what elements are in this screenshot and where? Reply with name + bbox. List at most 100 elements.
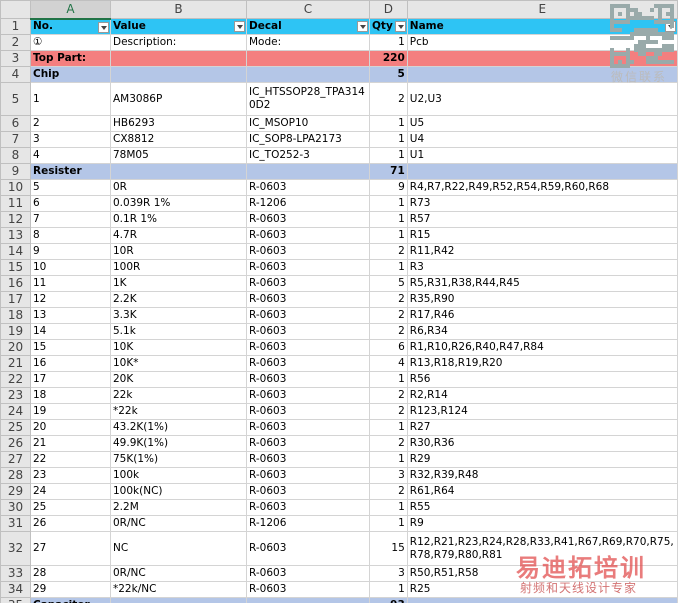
cell: 1 [30,82,111,116]
cell: 1 [369,34,408,51]
qr-module [658,48,662,52]
cell: 26 [30,515,111,532]
cell: 1 [369,211,408,228]
qr-module [630,16,634,20]
cell: Top Part: [30,50,111,67]
filter-button[interactable] [357,21,368,32]
qr-module [666,20,670,24]
sheet-row: 3 Top Part: 220 [0,50,678,67]
cell: Chip [30,66,111,83]
qr-module [626,4,630,8]
cell: 18 [30,387,111,404]
row-number: 17 [0,291,31,308]
cell: 23 [30,467,111,484]
cell: 10 [30,259,111,276]
cell [110,66,247,83]
qr-module [650,56,654,60]
row-number: 15 [0,259,31,276]
sheet-row: 9 Resister 71 [0,163,678,180]
qr-module [614,4,618,8]
cell: 5 [369,275,408,292]
cell: R6,R34 [406,323,678,340]
filter-button[interactable] [234,21,245,32]
cell: R-0603 [246,467,370,484]
cell: R-0603 [246,387,370,404]
cell: 2 [369,82,408,116]
cell: R15 [406,227,678,244]
qr-module [650,40,654,44]
qr-module [610,60,614,64]
qr-module [638,48,642,52]
cell: 0R/NC [110,565,247,582]
cell: 15 [369,531,408,566]
qr-module [634,44,638,48]
qr-module [634,8,638,12]
filter-button[interactable] [98,21,109,33]
sheet-row: 35Capacitor 93 [0,597,678,603]
cell: 0R [110,179,247,196]
filter-button[interactable] [394,21,406,32]
watermark-logo: 易迪拓培训 [516,554,646,582]
qr-module [622,20,626,24]
row-number: 18 [0,307,31,324]
sheet-row: 24 19 *22k R-0603 2 R123,R124 [0,403,678,420]
cell: 20 [30,419,111,436]
cell: R27 [406,419,678,436]
cell: R30,R36 [406,435,678,452]
cell: 9 [369,179,408,196]
cell: U5 [406,115,678,132]
row-number: 3 [0,50,31,67]
cell: 5.1k [110,323,247,340]
qr-module [670,48,674,52]
cell: 29 [30,581,111,598]
qr-module [622,52,626,56]
column-header: A [30,0,111,20]
cell: R-0603 [246,371,370,388]
qr-module [622,4,626,8]
cell: CX8812 [110,131,247,148]
qr-module [646,36,650,40]
cell: ① [30,34,111,51]
qr-module [670,32,674,36]
qr-module [610,36,614,40]
sheet-row: 11 6 0.039R 1% R-1206 1 R73 [0,195,678,212]
cell: 12 [30,291,111,308]
cell [406,163,678,180]
qr-module [610,16,614,20]
cell: 0.1R 1% [110,211,247,228]
qr-module [610,64,614,68]
qr-module [662,36,666,40]
cell [406,597,678,603]
qr-module [658,16,662,20]
row-number: 20 [0,339,31,356]
cell: R13,R18,R19,R20 [406,355,678,372]
cell: 1 [369,419,408,436]
cell: IC_SOP8-LPA2173 [246,131,370,148]
qr-module [654,4,658,8]
cell: R-0603 [246,565,370,582]
cell: R1,R10,R26,R40,R47,R84 [406,339,678,356]
cell: 2 [369,307,408,324]
cell: 15 [30,339,111,356]
cell: R-0603 [246,499,370,516]
cell: 25 [30,499,111,516]
cell: 14 [30,323,111,340]
qr-module [650,16,654,20]
row-number: 14 [0,243,31,260]
cell [246,66,370,83]
qr-module [666,60,670,64]
row-number: 21 [0,355,31,372]
cell: R35,R90 [406,291,678,308]
cell: 4 [369,355,408,372]
cell: 1 [369,371,408,388]
cell: 27 [30,531,111,566]
cell: 75K(1%) [110,451,247,468]
cell: 4.7R [110,227,247,244]
qr-module [670,44,674,48]
cell: 2.2K [110,291,247,308]
cell: 6 [30,195,111,212]
qr-module [630,8,634,12]
qr-module [658,8,662,12]
qr-module [662,20,666,24]
